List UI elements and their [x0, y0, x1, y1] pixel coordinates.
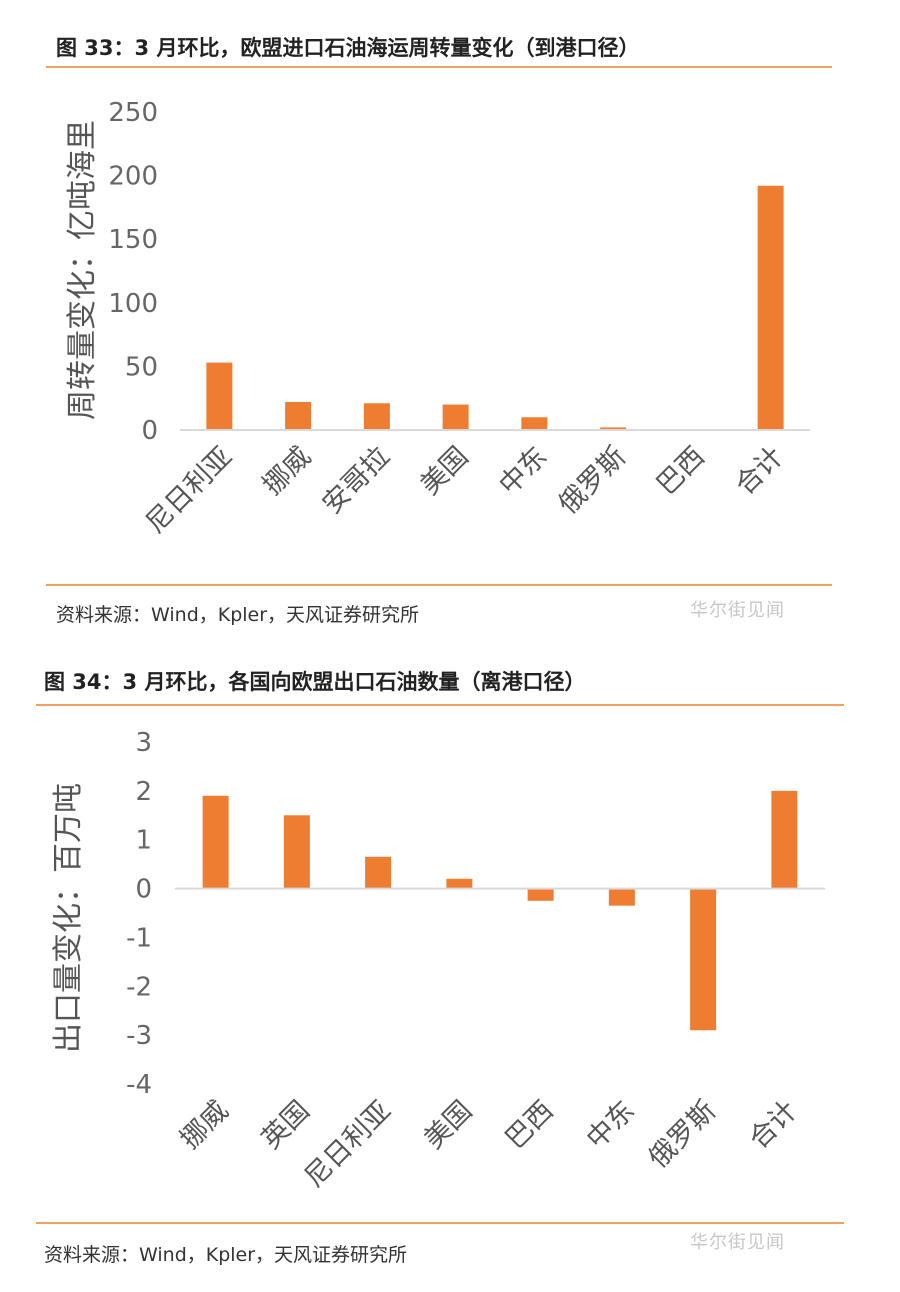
category-label: 俄罗斯 [643, 1095, 722, 1174]
bar-1 [206, 362, 233, 430]
bar-5 [521, 417, 548, 430]
bar-4 [446, 878, 473, 889]
bar-4 [442, 404, 469, 430]
category-label: 中东 [493, 441, 553, 501]
category-label: 挪威 [257, 441, 317, 501]
category-label: 尼日利亚 [299, 1095, 397, 1193]
bar-8 [771, 790, 798, 889]
y-tick-label: -4 [126, 1070, 152, 1100]
y-tick-label: -1 [126, 923, 152, 953]
y-tick-label: -2 [126, 972, 152, 1002]
figure-34-watermark: 华尔街见闻 [690, 1232, 785, 1253]
y-tick-label: 2 [135, 777, 152, 807]
category-label: 合计 [743, 1095, 803, 1155]
y-tick-label: 1 [135, 826, 152, 856]
category-label: 美国 [418, 1095, 478, 1155]
figure-33-top-rule [46, 66, 832, 68]
y-tick-label: 0 [135, 875, 152, 905]
category-label: 巴西 [499, 1095, 559, 1155]
category-label: 中东 [581, 1095, 641, 1155]
bar-8 [757, 185, 784, 430]
category-label: 挪威 [174, 1095, 234, 1155]
bar-1 [202, 795, 229, 889]
y-axis-label: 出口量变化：百万吨 [51, 783, 86, 1053]
bar-6 [608, 888, 635, 906]
y-tick-label: 3 [135, 728, 152, 758]
bar-2 [283, 815, 310, 889]
figure-33-source: 资料来源：Wind，Kpler，天风证券研究所 [56, 604, 420, 626]
y-tick-label: 0 [141, 416, 158, 446]
category-label: 美国 [414, 441, 474, 501]
category-label: 俄罗斯 [553, 441, 632, 520]
bar-3 [365, 856, 392, 889]
figure-34-title: 图 34：3 月环比，各国向欧盟出口石油数量（离港口径） [44, 670, 586, 694]
figure-33-title: 图 33：3 月环比，欧盟进口石油海运周转量变化（到港口径） [56, 36, 640, 60]
bar-3 [363, 403, 390, 430]
category-label: 巴西 [651, 441, 711, 501]
figure-33-bottom-rule [46, 584, 832, 586]
category-label: 尼日利亚 [140, 441, 238, 539]
y-tick-label: 50 [125, 352, 158, 382]
bar-5 [527, 888, 554, 901]
figure-33-watermark: 华尔街见闻 [690, 600, 785, 621]
figure-34-source: 资料来源：Wind，Kpler，天风证券研究所 [44, 1244, 408, 1266]
category-label: 合计 [729, 441, 789, 501]
y-tick-label: 100 [108, 289, 158, 319]
y-axis-label: 周转量变化：亿吨海里 [65, 120, 100, 420]
y-tick-label: 200 [108, 162, 158, 192]
category-label: 安哥拉 [317, 441, 396, 520]
bar-7 [690, 888, 717, 1031]
figure-34-bottom-rule [36, 1222, 844, 1224]
bar-6 [600, 427, 627, 430]
figure-34-top-rule [36, 704, 844, 706]
y-tick-label: 250 [108, 98, 158, 128]
category-label: 英国 [256, 1095, 316, 1155]
bar-2 [285, 402, 312, 430]
y-tick-label: -3 [126, 1021, 152, 1051]
y-tick-label: 150 [108, 225, 158, 255]
